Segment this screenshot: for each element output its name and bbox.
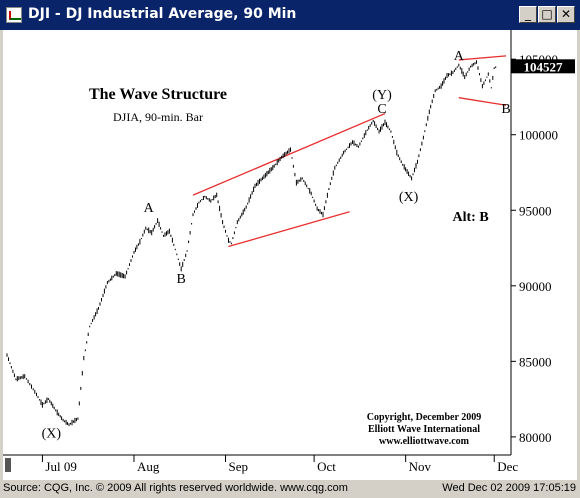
wave-label: (X) [399, 190, 419, 205]
last-price-label: 104527 [524, 59, 564, 74]
close-icon: ✕ [560, 7, 572, 21]
wave-label: C [377, 102, 386, 117]
wave-annotations: (X) A B (Y)C (X) A B Alt: B [42, 49, 511, 442]
wave-label: A [454, 49, 465, 64]
y-tick-label: 80000 [519, 430, 552, 445]
minimize-button[interactable]: _ [519, 6, 537, 23]
x-tick-label: Sep [229, 459, 249, 474]
y-tick-label: 90000 [519, 279, 552, 294]
price-bars [6, 60, 497, 427]
y-tick-label: 85000 [519, 354, 552, 369]
status-bar: Source: CQG, Inc. © 2009 All rights rese… [0, 480, 580, 498]
x-axis-ticks: Jul 09 Aug Sep Oct Nov Dec [41, 455, 518, 474]
window-title: DJI - DJ Industrial Average, 90 Min [28, 6, 297, 22]
restore-button[interactable]: □ [538, 6, 556, 23]
close-button[interactable]: ✕ [557, 6, 575, 23]
y-tick-label: 100000 [519, 128, 558, 143]
y-tick-label: 95000 [519, 203, 552, 218]
status-source: Source: CQG, Inc. © 2009 All rights rese… [3, 482, 348, 494]
y-axis-ticks: 80000850009000095000100000105000 [511, 52, 558, 445]
chart-app-icon [6, 7, 22, 23]
scroll-handle[interactable] [5, 458, 11, 472]
status-datetime: Wed Dec 02 2009 17:05:19 [442, 482, 576, 494]
copyright-line-1: Copyright, December 2009 [367, 412, 482, 423]
channel-line [458, 97, 507, 106]
chart-background [3, 30, 577, 480]
x-tick-label: Jul 09 [45, 459, 76, 474]
wave-label: B [177, 272, 186, 287]
x-tick-label: Oct [317, 459, 336, 474]
x-tick-label: Aug [137, 459, 160, 474]
window-titlebar[interactable]: DJI - DJ Industrial Average, 90 Min _ □ … [0, 0, 580, 30]
channel-line [228, 211, 350, 248]
restore-icon: □ [541, 7, 553, 21]
chart-title: The Wave Structure [89, 86, 227, 103]
copyright-line-3: www.elliottwave.com [379, 436, 470, 447]
channel-line [192, 112, 386, 196]
copyright-line-2: Elliott Wave International [368, 424, 480, 435]
wave-label: A [144, 201, 155, 216]
wave-label: (X) [42, 427, 62, 442]
channel-line [458, 55, 507, 61]
x-tick-label: Nov [409, 459, 432, 474]
wave-label: (Y) [372, 88, 392, 103]
minimize-icon: _ [525, 7, 531, 21]
last-price-marker: 104527 [511, 59, 575, 74]
trendlines [192, 55, 507, 248]
price-chart[interactable]: 80000850009000095000100000105000 Jul 09A… [3, 30, 577, 480]
chart-frame: 80000850009000095000100000105000 Jul 09A… [3, 30, 577, 480]
wave-label: Alt: B [453, 210, 489, 225]
x-tick-label: Dec [497, 459, 518, 474]
wave-label: B [501, 102, 510, 117]
last-price-box [511, 59, 575, 74]
chart-subtitle: DJIA, 90-min. Bar [113, 110, 203, 124]
